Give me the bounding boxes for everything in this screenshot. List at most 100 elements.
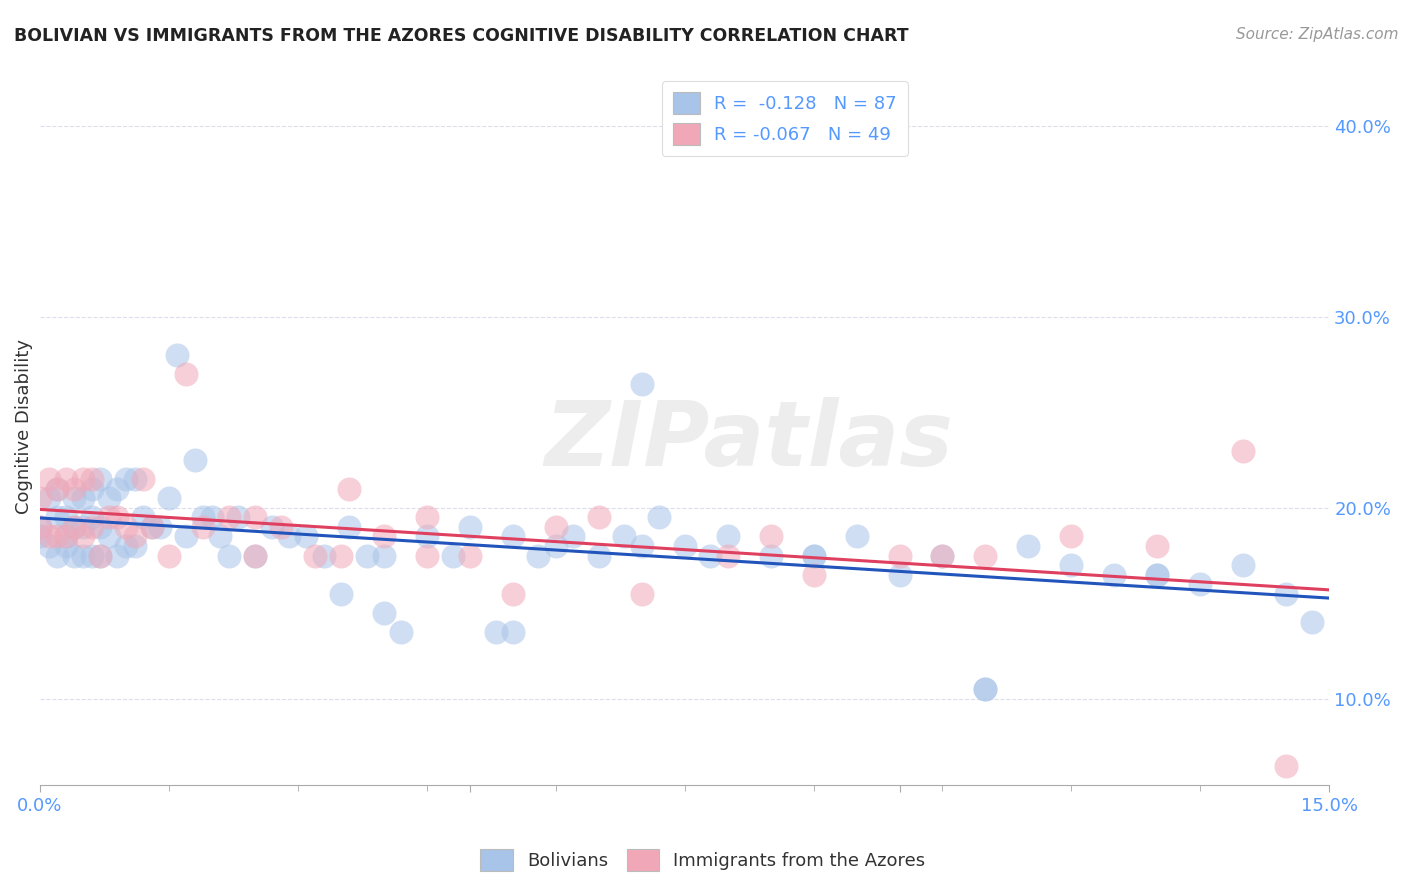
Point (72, 491, 94, 506)
Point (716, 529, 738, 543)
Point (613, 529, 636, 543)
Point (356, 549, 378, 563)
Point (630, 587, 652, 601)
Point (63, 491, 86, 506)
Point (201, 510, 224, 524)
Point (38, 539, 60, 553)
Point (115, 539, 138, 553)
Point (174, 367, 197, 381)
Point (28, 520, 51, 534)
Point (630, 539, 652, 553)
Point (166, 348, 188, 362)
Point (89, 549, 111, 563)
Point (373, 606, 395, 620)
Point (673, 539, 696, 553)
Point (63, 520, 86, 534)
Legend: R =  -0.128   N = 87, R = -0.067   N = 49: R = -0.128 N = 87, R = -0.067 N = 49 (662, 81, 908, 156)
Point (28, 520, 51, 534)
Point (55, 529, 77, 543)
Point (80, 482, 103, 496)
Point (72, 520, 94, 534)
Point (278, 529, 301, 543)
Point (630, 376, 652, 391)
Point (46, 549, 69, 563)
Point (544, 520, 567, 534)
Point (115, 472, 138, 486)
Point (416, 529, 439, 543)
Point (97, 510, 120, 524)
Point (803, 567, 825, 582)
Point (157, 491, 180, 506)
Point (373, 549, 395, 563)
Point (974, 549, 997, 563)
Point (803, 549, 825, 563)
Point (1232, 558, 1254, 573)
Point (46, 529, 69, 543)
Point (38, 472, 60, 486)
Point (1301, 615, 1323, 630)
Point (149, 520, 172, 534)
Point (193, 510, 215, 524)
Point (46, 482, 69, 496)
Point (931, 549, 953, 563)
Point (55, 529, 77, 543)
Point (270, 520, 292, 534)
Point (46, 482, 69, 496)
Point (157, 549, 180, 563)
Point (105, 510, 128, 524)
Point (1189, 577, 1212, 591)
Point (648, 510, 671, 524)
Point (974, 682, 997, 697)
Point (502, 624, 524, 639)
Point (243, 549, 266, 563)
Point (889, 549, 911, 563)
Point (339, 520, 361, 534)
Point (132, 472, 155, 486)
Point (561, 529, 583, 543)
Point (304, 549, 326, 563)
Point (1275, 758, 1298, 772)
Point (28, 491, 51, 506)
Point (89, 520, 111, 534)
Point (174, 529, 197, 543)
Point (105, 482, 128, 496)
Point (141, 520, 163, 534)
Point (124, 472, 146, 486)
Point (458, 549, 481, 563)
Point (80, 472, 103, 486)
Point (38, 491, 60, 506)
Point (389, 624, 412, 639)
Point (373, 529, 395, 543)
Point (89, 549, 111, 563)
Point (1232, 443, 1254, 458)
Point (218, 510, 240, 524)
Point (974, 682, 997, 697)
Point (55, 472, 77, 486)
Point (28, 529, 51, 543)
Point (416, 510, 439, 524)
Point (63, 482, 86, 496)
Y-axis label: Cognitive Disability: Cognitive Disability (15, 339, 32, 514)
Point (759, 549, 782, 563)
Point (1017, 539, 1039, 553)
Point (441, 549, 464, 563)
Point (1104, 567, 1126, 582)
Point (803, 549, 825, 563)
Point (295, 529, 318, 543)
Point (80, 510, 103, 524)
Point (243, 549, 266, 563)
Point (416, 549, 439, 563)
Point (55, 510, 77, 524)
Point (544, 539, 567, 553)
Point (1060, 529, 1083, 543)
Text: ZIPatlas: ZIPatlas (544, 397, 953, 485)
Point (845, 529, 868, 543)
Point (588, 510, 610, 524)
Point (63, 520, 86, 534)
Point (339, 482, 361, 496)
Point (588, 549, 610, 563)
Point (46, 510, 69, 524)
Point (80, 549, 103, 563)
Text: Source: ZipAtlas.com: Source: ZipAtlas.com (1236, 27, 1399, 42)
Point (260, 520, 283, 534)
